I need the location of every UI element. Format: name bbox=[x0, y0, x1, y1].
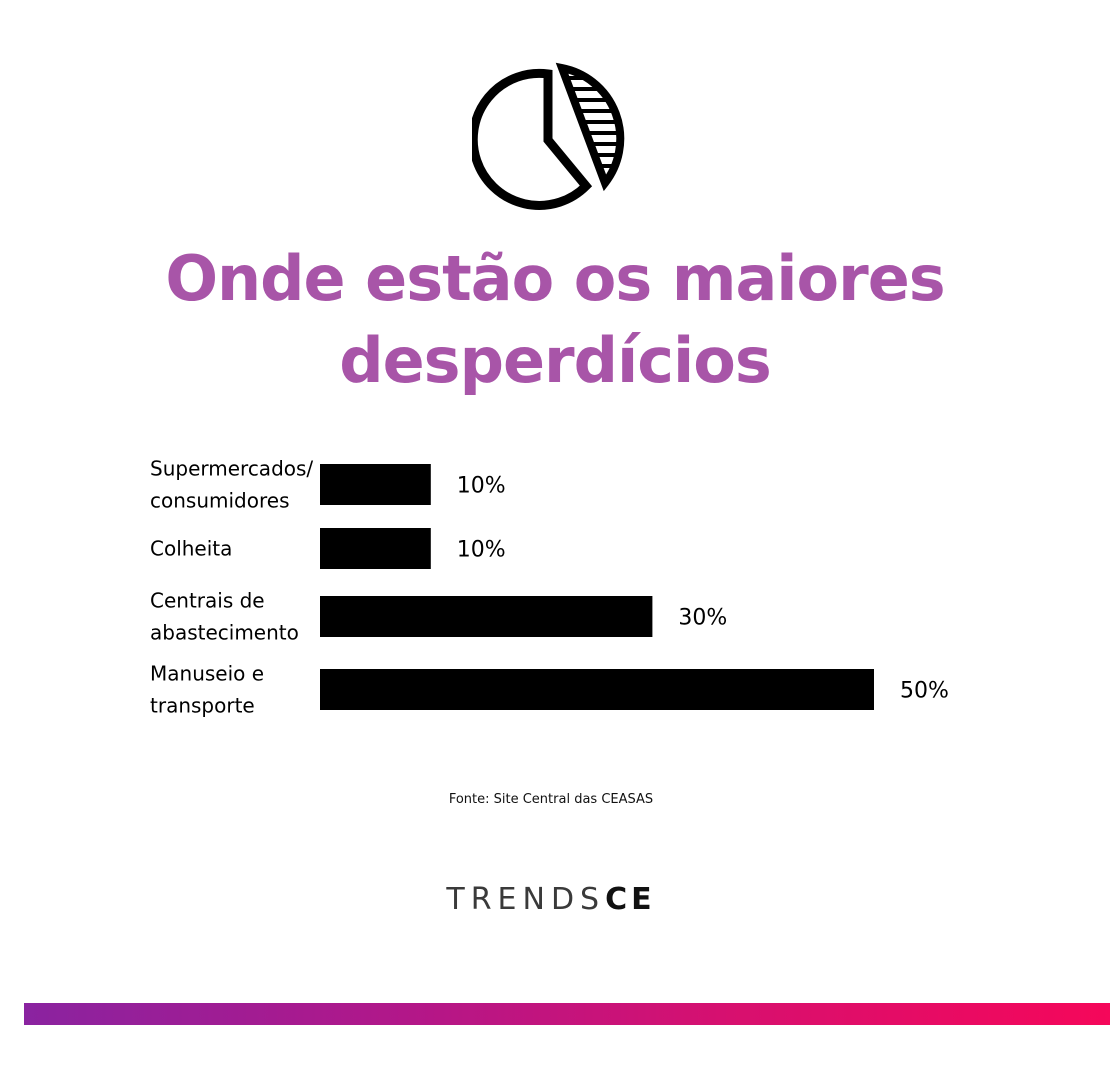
logo-text-bold: CE bbox=[605, 882, 656, 917]
bar-value-label: 10% bbox=[457, 474, 506, 499]
title-line-1: Onde estão os maiores bbox=[165, 242, 945, 315]
bar bbox=[320, 669, 874, 710]
bar bbox=[320, 528, 431, 569]
bar-value-label: 10% bbox=[457, 538, 506, 563]
pie-body bbox=[472, 68, 593, 210]
pie-slice-hatched bbox=[555, 62, 625, 192]
title-line-2: desperdícios bbox=[339, 324, 771, 397]
category-label: Manuseio e bbox=[150, 662, 264, 686]
category-label: consumidores bbox=[150, 489, 289, 513]
brand-logo: TRENDSCE bbox=[0, 882, 1102, 917]
category-label: Colheita bbox=[150, 537, 232, 561]
category-label: abastecimento bbox=[150, 621, 299, 645]
logo-text-light: TRENDS bbox=[446, 882, 606, 917]
bar-value-label: 50% bbox=[900, 679, 949, 704]
bar bbox=[320, 596, 653, 637]
bar-value-label: 30% bbox=[678, 606, 727, 631]
chart-title: Onde estão os maiores desperdícios bbox=[0, 238, 1110, 402]
source-note: Fonte: Site Central das CEASAS bbox=[448, 792, 654, 807]
category-label: Centrais de bbox=[150, 589, 265, 613]
category-label: transporte bbox=[150, 694, 255, 718]
pie-chart-icon bbox=[472, 62, 625, 210]
bar bbox=[320, 464, 431, 505]
category-label: Supermercados/ bbox=[150, 457, 313, 481]
footer-gradient-bar bbox=[24, 1003, 1110, 1025]
